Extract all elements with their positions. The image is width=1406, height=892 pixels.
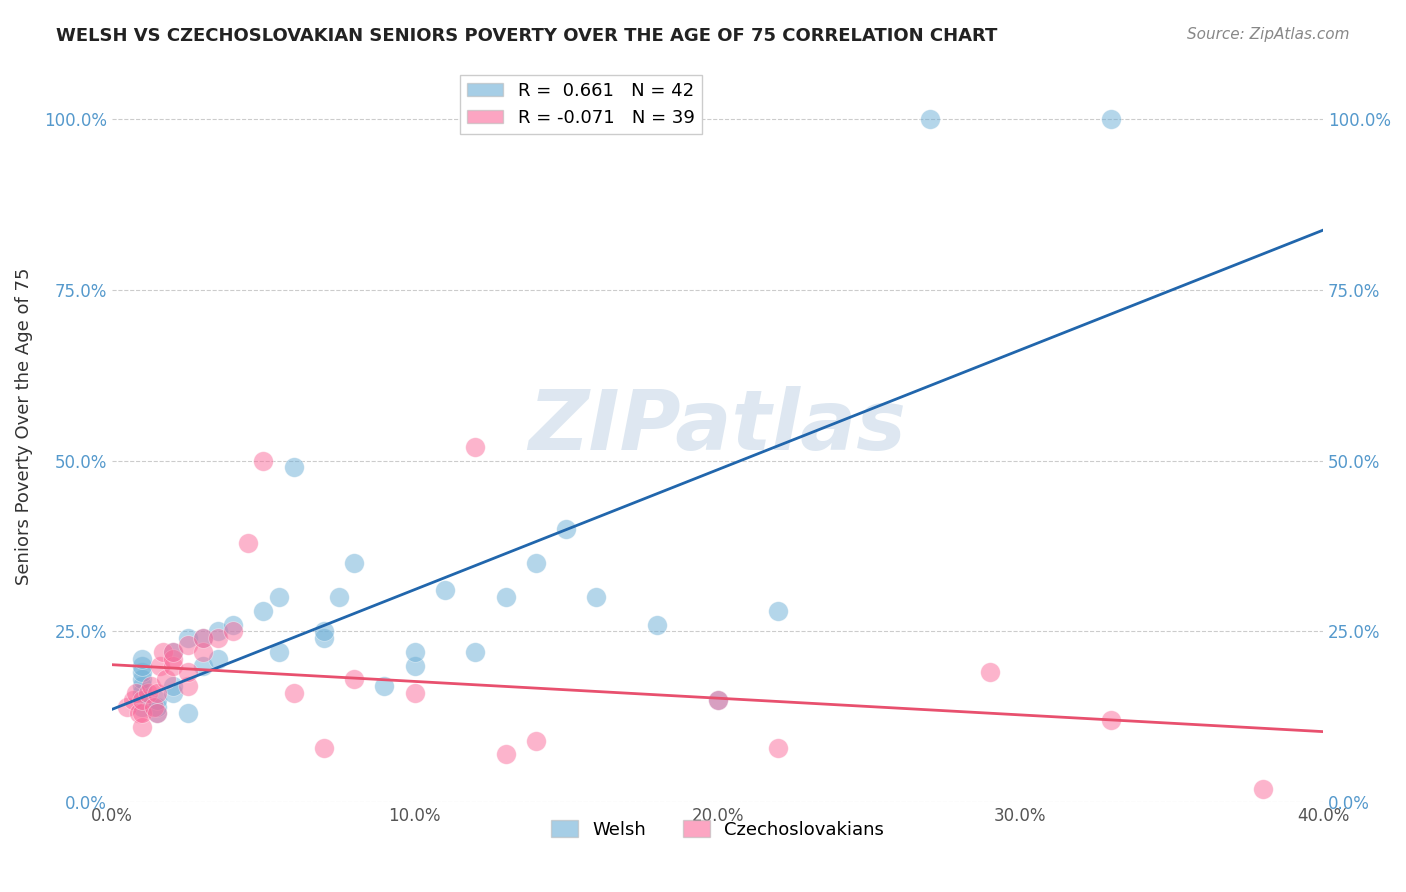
Point (131, 686, 153, 700)
Point (979, 665, 1001, 680)
Point (252, 604, 274, 618)
Point (1099, 713, 1122, 727)
Point (328, 591, 350, 605)
Point (146, 706, 169, 721)
Point (585, 591, 607, 605)
Point (131, 693, 153, 707)
Point (312, 740, 335, 755)
Point (122, 693, 145, 707)
Point (191, 632, 214, 646)
Point (143, 699, 166, 714)
Point (128, 706, 150, 721)
Text: WELSH VS CZECHOSLOVAKIAN SENIORS POVERTY OVER THE AGE OF 75 CORRELATION CHART: WELSH VS CZECHOSLOVAKIAN SENIORS POVERTY… (56, 27, 998, 45)
Point (131, 673, 153, 687)
Point (555, 522, 578, 536)
Point (766, 740, 789, 755)
Point (464, 440, 486, 454)
Point (283, 460, 305, 475)
Point (176, 706, 198, 721)
Point (1099, 112, 1122, 126)
Point (238, 535, 260, 549)
Point (207, 652, 229, 666)
Point (162, 645, 184, 659)
Point (343, 673, 366, 687)
Point (155, 673, 177, 687)
Point (645, 617, 668, 632)
Point (312, 624, 335, 639)
Point (191, 658, 214, 673)
Point (524, 556, 547, 570)
Point (191, 645, 214, 659)
Point (252, 453, 274, 467)
Point (312, 632, 335, 646)
Point (125, 686, 148, 700)
Legend: Welsh, Czechoslovakians: Welsh, Czechoslovakians (544, 814, 891, 846)
Point (131, 699, 153, 714)
Point (146, 699, 169, 714)
Point (207, 632, 229, 646)
Point (176, 632, 198, 646)
Point (1251, 781, 1274, 796)
Text: ZIPatlas: ZIPatlas (529, 386, 907, 467)
Point (176, 679, 198, 693)
Point (131, 706, 153, 721)
Point (191, 632, 214, 646)
Point (131, 665, 153, 680)
Point (524, 733, 547, 747)
Point (267, 645, 290, 659)
Point (115, 699, 138, 714)
Point (152, 645, 174, 659)
Point (706, 693, 728, 707)
Point (222, 624, 245, 639)
Point (131, 658, 153, 673)
Point (162, 652, 184, 666)
Point (464, 645, 486, 659)
Point (146, 693, 169, 707)
Point (131, 720, 153, 734)
Point (162, 686, 184, 700)
Point (222, 617, 245, 632)
Point (283, 686, 305, 700)
Point (146, 706, 169, 721)
Point (373, 679, 395, 693)
Point (267, 591, 290, 605)
Point (162, 679, 184, 693)
Point (404, 658, 426, 673)
Point (207, 624, 229, 639)
Point (162, 658, 184, 673)
Point (136, 686, 159, 700)
Point (149, 658, 172, 673)
Point (176, 665, 198, 680)
Point (131, 652, 153, 666)
Point (146, 686, 169, 700)
Point (404, 645, 426, 659)
Point (918, 112, 941, 126)
Point (766, 604, 789, 618)
Text: Source: ZipAtlas.com: Source: ZipAtlas.com (1187, 27, 1350, 42)
Point (495, 591, 517, 605)
Point (131, 679, 153, 693)
Point (706, 693, 728, 707)
Point (495, 747, 517, 762)
Point (434, 583, 457, 598)
Y-axis label: Seniors Poverty Over the Age of 75: Seniors Poverty Over the Age of 75 (15, 268, 32, 585)
Point (162, 645, 184, 659)
Point (343, 556, 366, 570)
Point (404, 686, 426, 700)
Point (141, 679, 163, 693)
Point (176, 638, 198, 652)
